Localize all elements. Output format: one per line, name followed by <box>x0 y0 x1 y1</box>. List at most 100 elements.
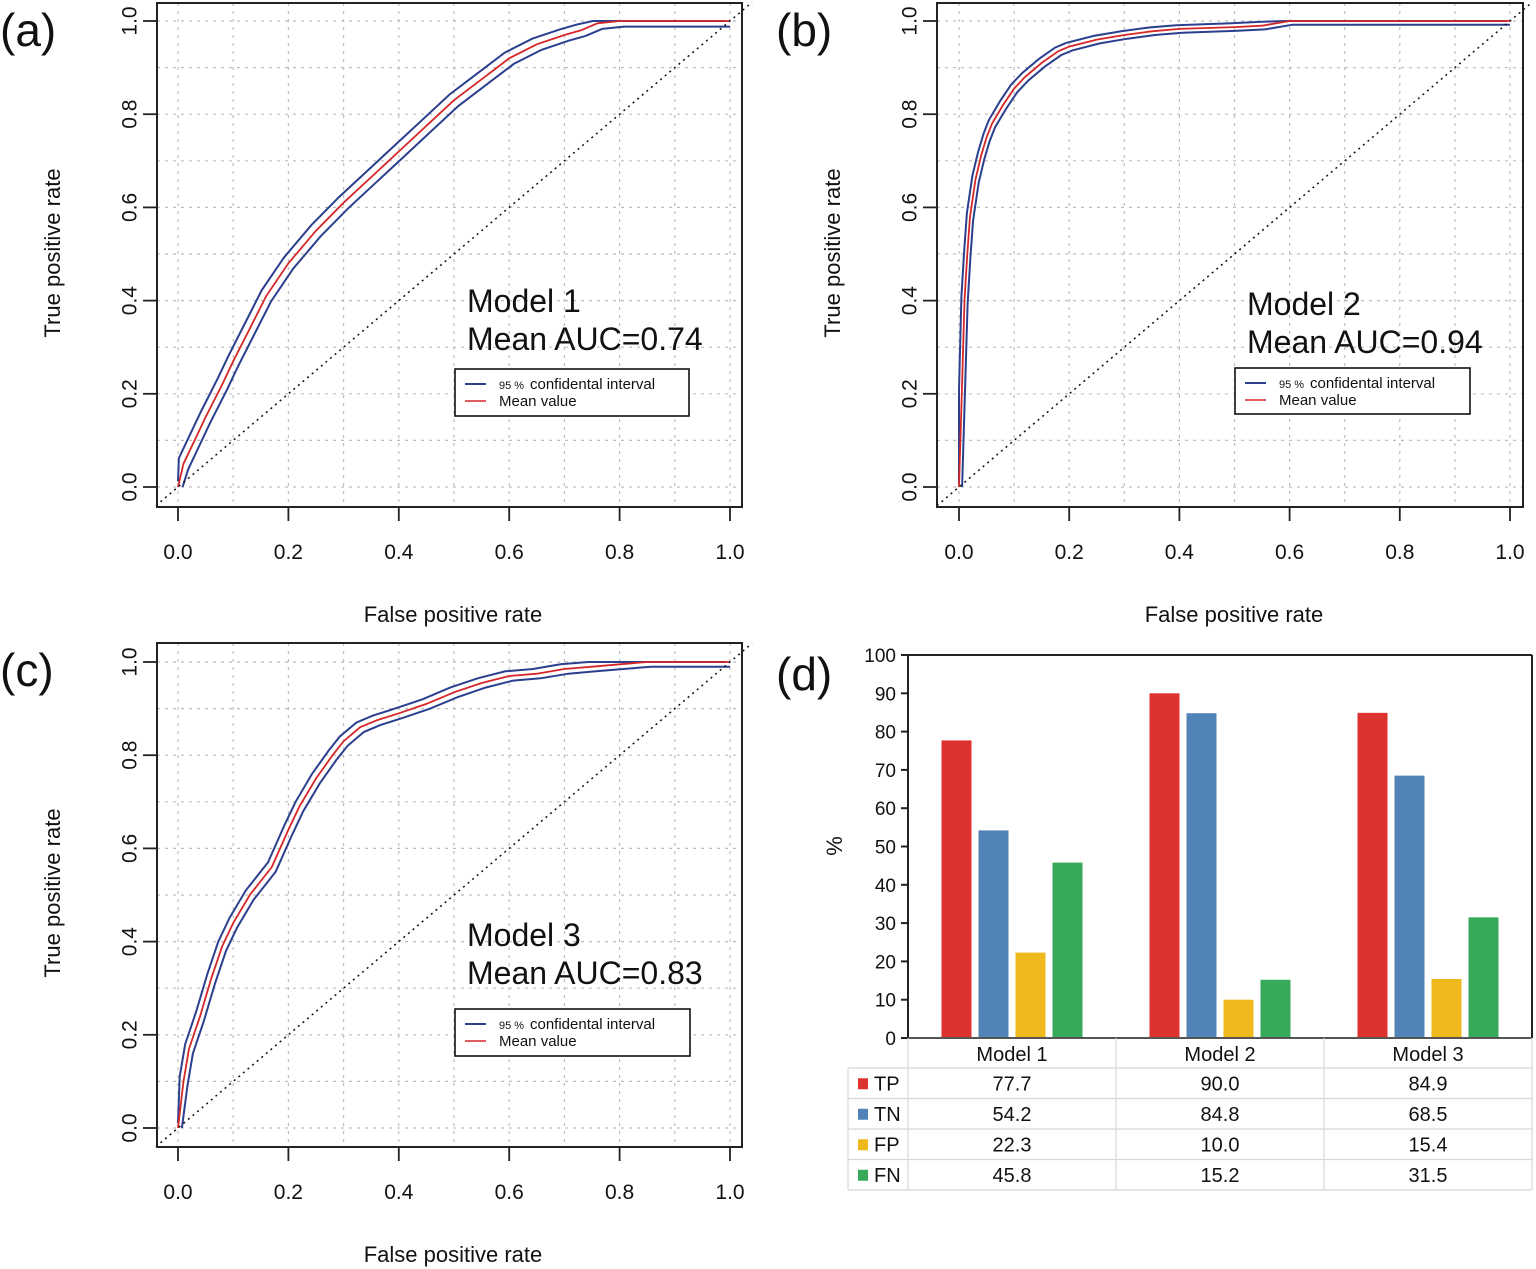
model-name-annotation: Model 2 <box>1247 286 1361 322</box>
legend-mean-label: Mean value <box>1279 392 1357 409</box>
ci-lower-line <box>181 25 730 488</box>
curves <box>155 642 753 1148</box>
bar-tp-model-1 <box>941 740 972 1038</box>
legend-box <box>1234 367 1471 415</box>
table-cell-value: 84.9 <box>1409 1073 1448 1095</box>
table-cell-value: 45.8 <box>993 1165 1032 1187</box>
y-tick-label: 20 <box>875 952 896 973</box>
table-cell-value: 84.8 <box>1201 1104 1240 1126</box>
bar-fn-model-1 <box>1052 862 1083 1038</box>
bar-fp-model-1 <box>1015 952 1046 1038</box>
x-tick-label: 1.0 <box>715 1181 744 1204</box>
table-cell-value: 77.7 <box>993 1073 1032 1095</box>
panel-label: (c) <box>0 644 54 696</box>
ci-upper-line <box>958 20 1507 484</box>
bars <box>941 693 1499 1038</box>
grid <box>937 3 1523 507</box>
panel-label: (d) <box>776 648 832 700</box>
bar-tp-model-2 <box>1149 693 1180 1038</box>
table-cell-value: 22.3 <box>993 1134 1032 1156</box>
panel-label: (b) <box>776 4 832 56</box>
y-tick-label: 0.6 <box>119 193 142 222</box>
data-table: Model 1 Model 2 Model 3 TP 77.7 90.0 84.9 TN 54.… <box>847 1038 1533 1191</box>
y-axis: 0.0 0.2 0.4 0.6 0.8 1.0 <box>119 647 157 1143</box>
mean-roc-line <box>177 661 730 1129</box>
legend-ci-label: confidental interval <box>530 1016 655 1033</box>
x-tick-label: 0.6 <box>1275 541 1304 564</box>
x-tick-label: 0.4 <box>384 1181 414 1204</box>
bar-tn-model-2 <box>1186 713 1217 1038</box>
chance-diagonal-line <box>155 642 753 1148</box>
table-column-header: Model 2 <box>1184 1044 1255 1066</box>
legend-swatch-fn <box>858 1169 868 1181</box>
x-tick-label: 0.8 <box>605 541 634 564</box>
y-tick-label: 0.0 <box>119 472 142 501</box>
table-cell-value: 10.0 <box>1201 1134 1240 1156</box>
legend-ci-prefix: 95 % <box>499 1020 524 1032</box>
roc-panel-model-1: (a) 0.0 0.2 0.4 0.6 0.8 1.0 0.0 0.2 0.4 0.6 0.8 1.… <box>0 1 753 627</box>
table-cell-value: 90.0 <box>1201 1073 1240 1095</box>
bar-fp-model-2 <box>1223 999 1254 1038</box>
y-axis-title: True positive rate <box>40 168 65 337</box>
table-row-label: FP <box>874 1134 900 1156</box>
auc-annotation: Mean AUC=0.83 <box>467 955 703 991</box>
bar-tp-model-3 <box>1357 712 1388 1038</box>
y-tick-label: 0.4 <box>899 286 922 316</box>
legend-ci-label: confidental interval <box>530 376 655 393</box>
x-axis: 0.0 0.2 0.4 0.6 0.8 1.0 <box>163 1147 745 1204</box>
table-row-label: FN <box>874 1165 901 1187</box>
x-tick-label: 0.0 <box>163 541 192 564</box>
curves <box>936 1 1533 507</box>
x-tick-label: 0.0 <box>163 1181 192 1204</box>
table-cell-value: 15.2 <box>1201 1165 1240 1187</box>
ci-upper-line <box>177 661 727 1124</box>
model-name-annotation: Model 1 <box>467 283 581 319</box>
y-tick-label: 90 <box>875 684 896 705</box>
x-tick-label: 1.0 <box>715 541 744 564</box>
x-axis: 0.0 0.2 0.4 0.6 0.8 1.0 <box>944 507 1525 564</box>
table-cell-value: 54.2 <box>993 1104 1032 1126</box>
y-tick-label: 0.4 <box>119 286 142 316</box>
y-tick-label: 0.6 <box>899 193 922 222</box>
roc-panel-model-2: (b) 0.0 0.2 0.4 0.6 0.8 1.0 0.0 0.2 0.4 0.6 0.8 1.… <box>776 1 1533 627</box>
table-row-label: TN <box>874 1104 901 1126</box>
x-tick-label: 0.4 <box>384 541 414 564</box>
legend-mean-label: Mean value <box>499 393 577 410</box>
y-tick-label: 0.2 <box>899 379 922 408</box>
ci-lower-line <box>180 665 730 1129</box>
roc-panel-model-3: (c) 0.0 0.2 0.4 0.6 0.8 1.0 0.0 0.2 0.4 0.6 0.8 1.… <box>0 642 753 1267</box>
plot-frame <box>907 654 1533 1039</box>
table-cell-value: 15.4 <box>1409 1134 1448 1156</box>
legend: 95 % confidental interval Mean value <box>1234 367 1471 415</box>
y-tick-label: 0.8 <box>899 100 922 129</box>
x-tick-label: 0.8 <box>605 1181 634 1204</box>
table-row-label: TP <box>874 1073 900 1095</box>
legend-swatch-tn <box>858 1108 868 1120</box>
plot-frame <box>156 642 743 1148</box>
table-cell-value: 31.5 <box>1409 1165 1448 1187</box>
table-column-header: Model 1 <box>976 1044 1047 1066</box>
bar-fn-model-2 <box>1260 979 1291 1038</box>
bar-tn-model-1 <box>978 830 1009 1038</box>
y-tick-label: 0.8 <box>119 741 142 770</box>
chance-diagonal-line <box>936 1 1533 507</box>
x-tick-label: 0.6 <box>495 1181 524 1204</box>
legend-ci-prefix: 95 % <box>499 380 524 392</box>
bar-tn-model-3 <box>1394 775 1425 1038</box>
y-tick-label: 40 <box>875 876 896 897</box>
legend-ci-prefix: 95 % <box>1279 379 1304 391</box>
y-axis: 0.0 0.2 0.4 0.6 0.8 1.0 <box>119 6 157 502</box>
legend-ci-label: confidental interval <box>1310 375 1435 392</box>
panel-label: (a) <box>0 4 56 56</box>
auc-annotation: Mean AUC=0.94 <box>1247 324 1483 360</box>
y-axis: 0 10 20 30 40 50 60 70 80 90 100 <box>864 646 908 1050</box>
x-tick-label: 0.8 <box>1385 541 1414 564</box>
y-tick-label: 100 <box>864 646 896 667</box>
x-axis-title: False positive rate <box>364 1242 543 1267</box>
y-tick-label: 50 <box>875 838 896 859</box>
legend-swatch-tp <box>858 1078 868 1090</box>
legend-box <box>454 1008 691 1057</box>
y-tick-label: 1.0 <box>899 6 922 35</box>
legend-mean-label: Mean value <box>499 1033 577 1050</box>
y-tick-label: 0.8 <box>119 100 142 129</box>
